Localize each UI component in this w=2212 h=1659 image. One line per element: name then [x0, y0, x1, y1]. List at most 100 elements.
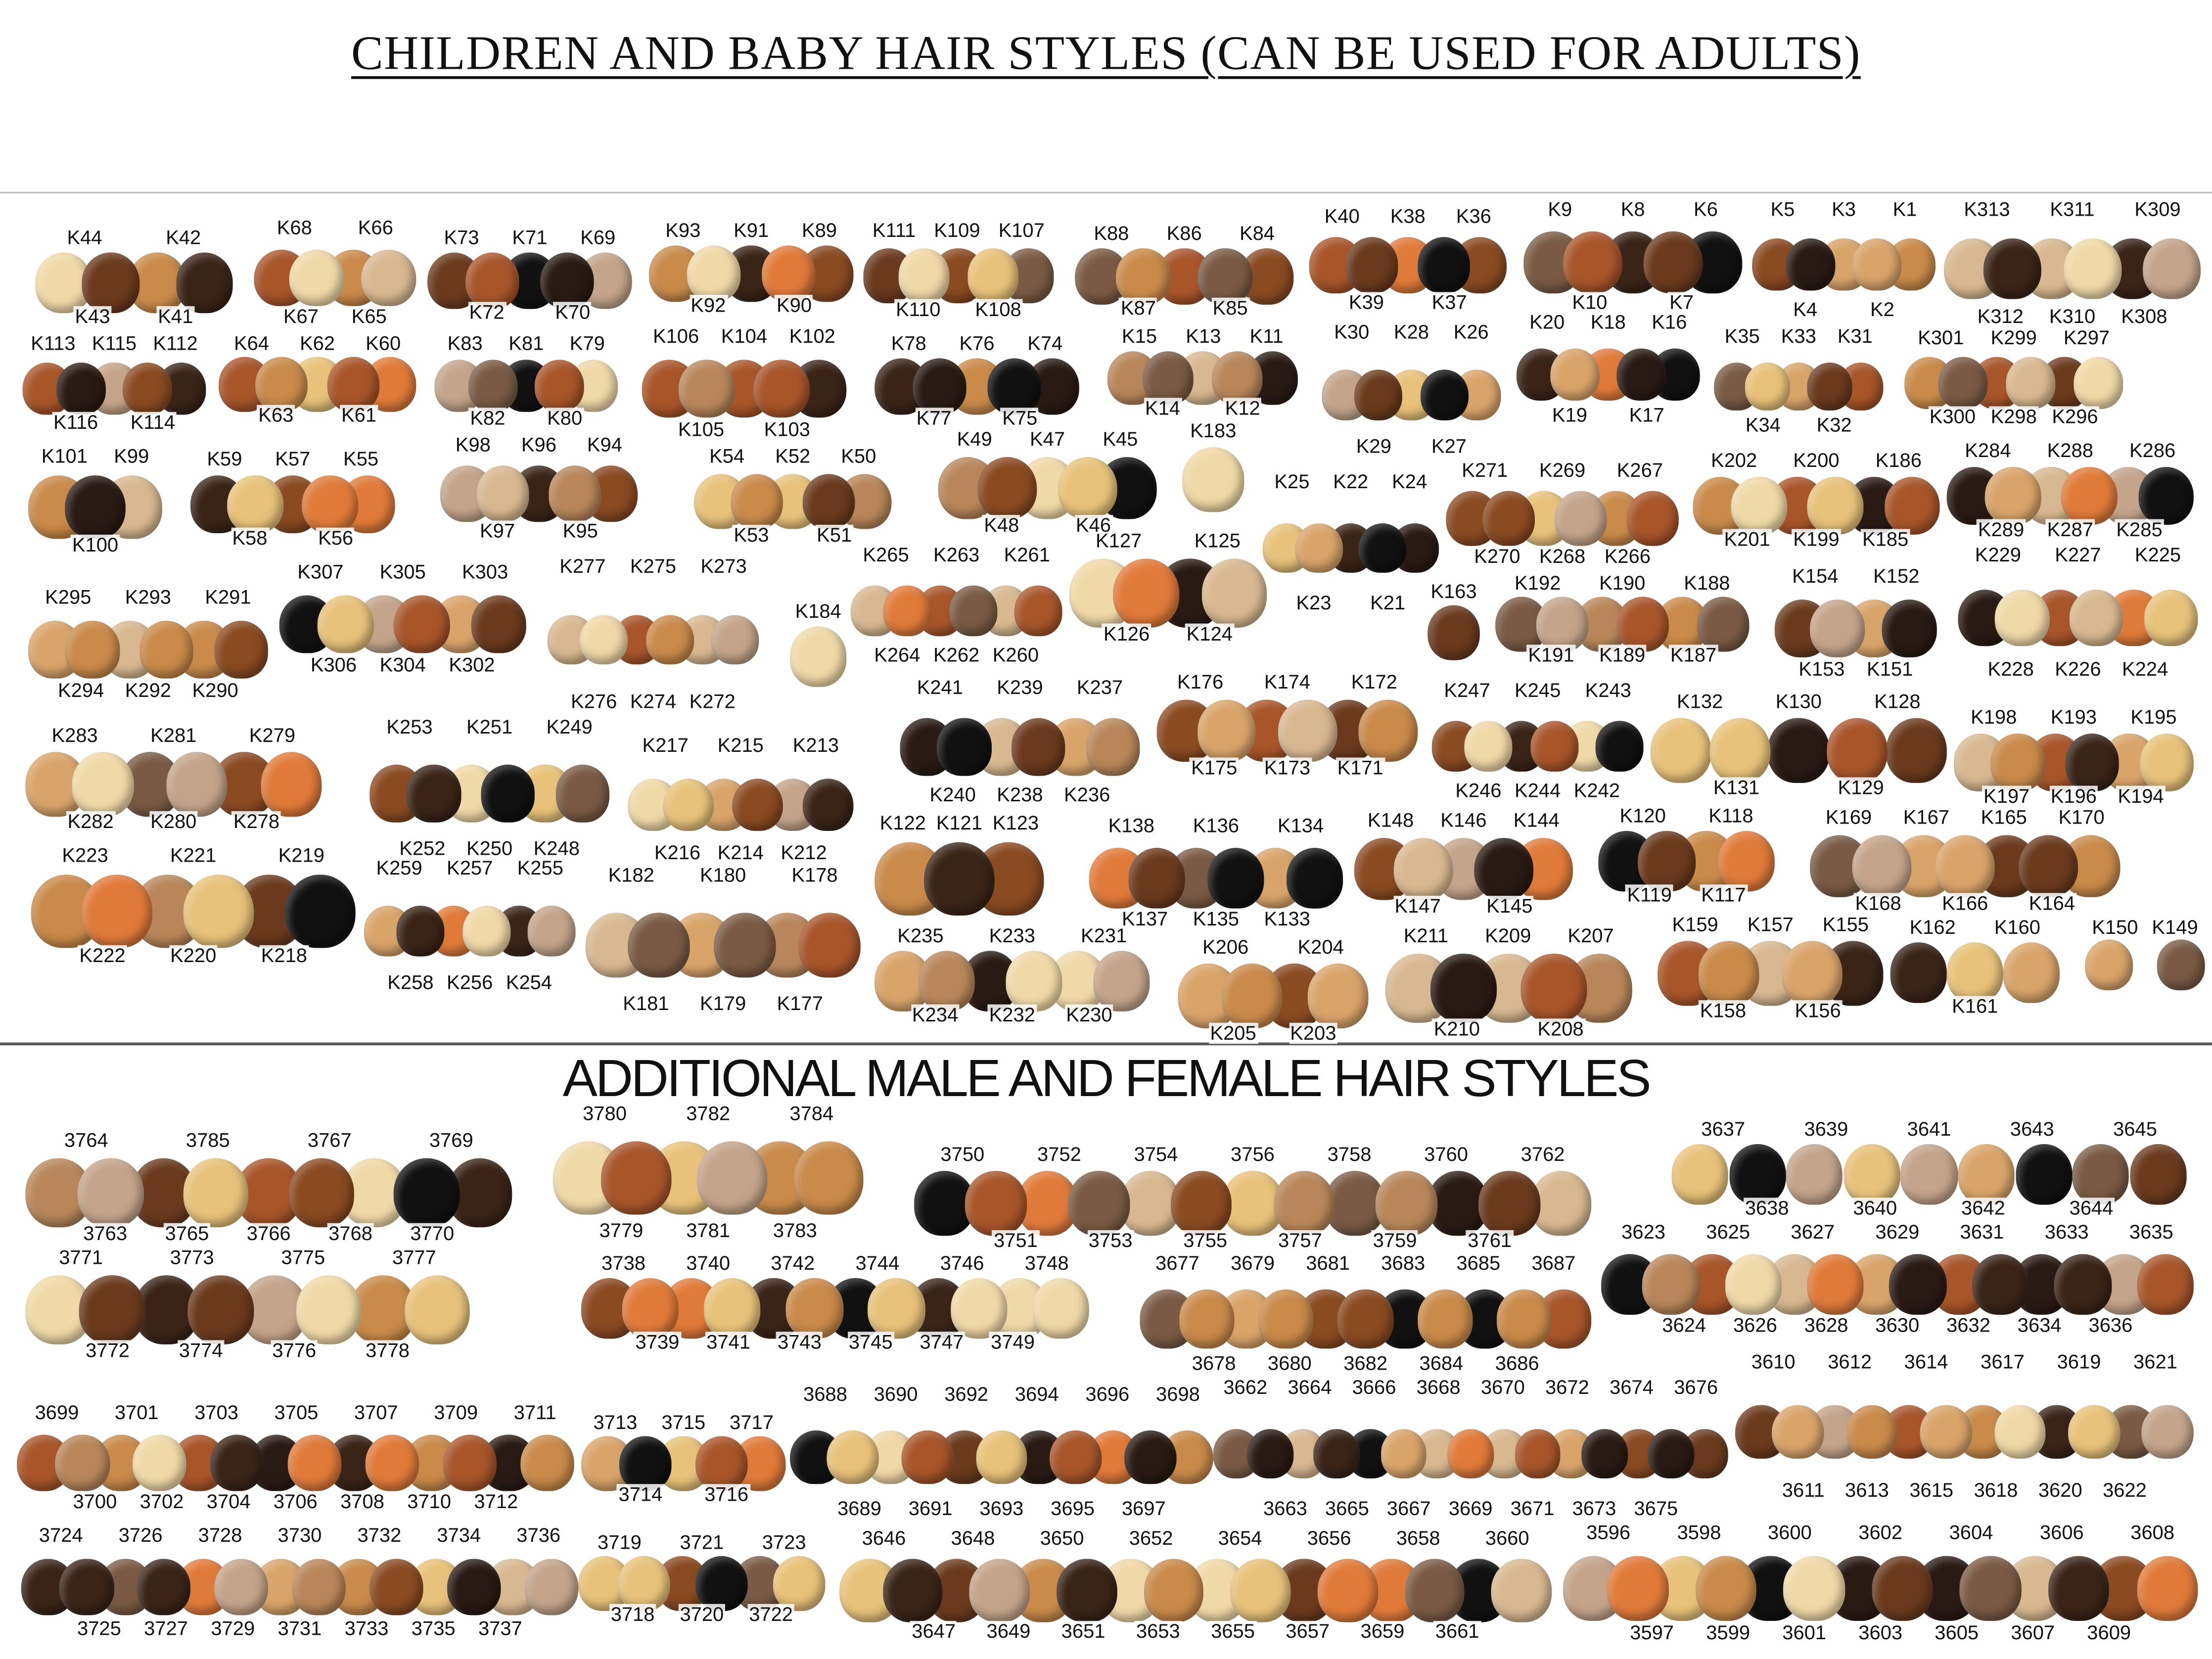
hair-swatch[interactable]: [462, 906, 510, 956]
hair-swatch[interactable]: [793, 1141, 864, 1215]
hair-swatch[interactable]: [1807, 476, 1863, 535]
hair-swatch[interactable]: [476, 465, 530, 522]
hair-swatch[interactable]: [1179, 1290, 1235, 1348]
hair-swatch[interactable]: [468, 360, 518, 413]
hair-swatch[interactable]: [761, 245, 816, 302]
hair-swatch[interactable]: [601, 1141, 671, 1215]
hair-swatch[interactable]: [1119, 1171, 1181, 1236]
hair-swatch[interactable]: [2019, 834, 2079, 898]
hair-swatch[interactable]: [1885, 718, 1947, 783]
hair-swatch[interactable]: [1201, 559, 1267, 628]
hair-swatch[interactable]: [827, 1429, 879, 1484]
hair-swatch[interactable]: [1889, 1254, 1947, 1315]
hair-swatch[interactable]: [1807, 1254, 1864, 1315]
hair-swatch[interactable]: [1900, 1144, 1958, 1204]
hair-swatch[interactable]: [55, 1434, 110, 1491]
hair-swatch[interactable]: [2070, 589, 2124, 646]
hair-swatch[interactable]: [1273, 1171, 1335, 1236]
hair-swatch[interactable]: [914, 1171, 975, 1236]
hair-swatch[interactable]: [1231, 1559, 1291, 1622]
hair-swatch[interactable]: [937, 718, 991, 776]
hair-swatch[interactable]: [1938, 357, 1988, 409]
hair-swatch[interactable]: [1086, 718, 1140, 776]
hair-swatch[interactable]: [82, 875, 152, 949]
hair-swatch[interactable]: [773, 1556, 826, 1612]
hair-swatch[interactable]: [628, 913, 690, 978]
hair-swatch[interactable]: [60, 1559, 114, 1616]
hair-swatch[interactable]: [1781, 941, 1843, 1006]
hair-swatch[interactable]: [548, 465, 602, 522]
hair-swatch[interactable]: [470, 595, 526, 653]
hair-swatch[interactable]: [1113, 559, 1179, 628]
hair-swatch[interactable]: [679, 360, 735, 418]
hair-swatch[interactable]: [465, 252, 519, 309]
hair-swatch[interactable]: [1005, 951, 1062, 1011]
hair-swatch[interactable]: [1995, 589, 2049, 646]
hair-swatch[interactable]: [1142, 351, 1194, 405]
hair-swatch[interactable]: [1890, 943, 1947, 1003]
hair-swatch[interactable]: [524, 1559, 579, 1616]
hair-swatch[interactable]: [2048, 1556, 2110, 1621]
hair-swatch[interactable]: [1851, 834, 1912, 898]
hair-swatch[interactable]: [2072, 1144, 2129, 1204]
hair-swatch[interactable]: [1729, 1144, 1786, 1204]
hair-swatch[interactable]: [1313, 1429, 1360, 1478]
hair-swatch[interactable]: [695, 1436, 748, 1492]
hair-swatch[interactable]: [1394, 838, 1453, 900]
hair-swatch[interactable]: [1695, 1556, 1757, 1621]
hair-swatch[interactable]: [617, 1556, 670, 1612]
hair-swatch[interactable]: [1991, 734, 2045, 791]
hair-swatch[interactable]: [1626, 491, 1679, 547]
hair-swatch[interactable]: [137, 1559, 191, 1616]
hair-swatch[interactable]: [183, 1158, 249, 1228]
hair-swatch[interactable]: [1221, 964, 1283, 1028]
hair-swatch[interactable]: [535, 360, 585, 413]
hair-swatch[interactable]: [789, 627, 847, 687]
hair-swatch[interactable]: [730, 473, 783, 530]
hair-swatch[interactable]: [968, 248, 1019, 303]
hair-swatch[interactable]: [78, 1158, 144, 1228]
hair-swatch[interactable]: [1521, 954, 1587, 1023]
hair-swatch[interactable]: [2065, 734, 2120, 791]
hair-swatch[interactable]: [1648, 1429, 1695, 1478]
hair-swatch[interactable]: [540, 252, 595, 309]
hair-swatch[interactable]: [901, 1429, 954, 1484]
hair-swatch[interactable]: [695, 1556, 748, 1612]
hair-swatch[interactable]: [2142, 1404, 2194, 1459]
hair-swatch[interactable]: [1124, 1429, 1176, 1484]
hair-swatch[interactable]: [580, 614, 628, 665]
hair-swatch[interactable]: [1983, 238, 2042, 299]
hair-swatch[interactable]: [260, 752, 322, 817]
hair-swatch[interactable]: [1783, 1556, 1845, 1621]
hair-swatch[interactable]: [1958, 1144, 2015, 1204]
hair-swatch[interactable]: [1616, 348, 1666, 401]
hair-swatch[interactable]: [1994, 1404, 2046, 1459]
hair-swatch[interactable]: [520, 1434, 574, 1491]
hair-swatch[interactable]: [1852, 239, 1902, 291]
hair-swatch[interactable]: [2068, 1404, 2120, 1459]
hair-swatch[interactable]: [369, 1559, 424, 1616]
hair-swatch[interactable]: [1278, 700, 1337, 762]
hair-swatch[interactable]: [1404, 1559, 1465, 1622]
hair-swatch[interactable]: [123, 362, 173, 415]
hair-swatch[interactable]: [292, 1559, 346, 1616]
hair-swatch[interactable]: [302, 475, 358, 534]
hair-swatch[interactable]: [2061, 466, 2118, 525]
hair-swatch[interactable]: [1417, 1290, 1473, 1348]
hair-swatch[interactable]: [1359, 523, 1407, 573]
hair-swatch[interactable]: [1093, 951, 1150, 1011]
hair-swatch[interactable]: [2054, 1254, 2112, 1315]
hair-swatch[interactable]: [1182, 447, 1244, 512]
hair-swatch[interactable]: [686, 245, 741, 302]
hair-swatch[interactable]: [56, 362, 106, 415]
hair-swatch[interactable]: [662, 778, 714, 831]
hair-swatch[interactable]: [394, 595, 450, 653]
hair-swatch[interactable]: [1972, 1254, 2029, 1315]
hair-swatch[interactable]: [1643, 230, 1703, 293]
hair-swatch[interactable]: [1872, 1556, 1934, 1621]
hair-swatch[interactable]: [786, 1278, 843, 1338]
hair-swatch[interactable]: [1530, 1171, 1592, 1236]
hair-swatch[interactable]: [1827, 718, 1888, 783]
hair-swatch[interactable]: [318, 595, 373, 653]
hair-swatch[interactable]: [2136, 1254, 2194, 1315]
